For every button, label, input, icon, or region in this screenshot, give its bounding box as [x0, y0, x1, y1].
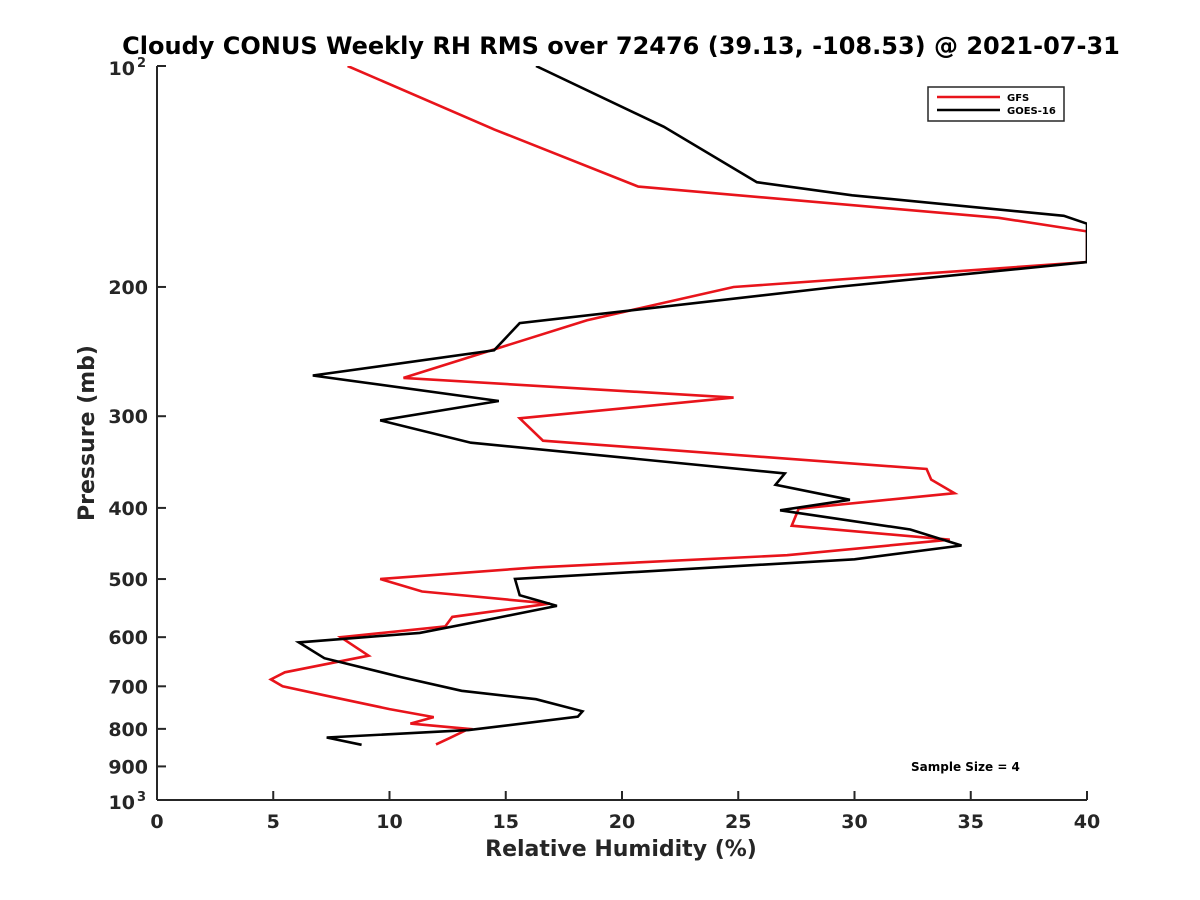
y-tick-label: 700: [108, 676, 148, 698]
y-tick-label-power: 10: [109, 792, 135, 814]
y-axis-label: Pressure (mb): [75, 345, 100, 521]
x-tick-label: 20: [609, 811, 635, 833]
y-tick-label-exponent: 3: [137, 790, 146, 805]
legend-box: [927, 86, 1065, 122]
x-tick-label: 25: [725, 811, 751, 833]
series-layer: [268, 66, 1087, 747]
series-line-gfs: [268, 66, 1087, 746]
y-tick-label: 400: [108, 498, 148, 520]
x-tick-label: 15: [493, 811, 519, 833]
y-tick-label: 500: [108, 569, 148, 591]
y-tick-label: 300: [108, 406, 148, 428]
x-tick-label: 30: [841, 811, 867, 833]
legend-label: GFS: [1007, 93, 1029, 104]
x-tick-label: 0: [150, 811, 163, 833]
x-tick-label: 40: [1074, 811, 1100, 833]
y-tick-label: 900: [108, 756, 148, 778]
legend: GFS GOES-16: [927, 86, 1065, 122]
x-axis-label: Relative Humidity (%): [485, 837, 757, 862]
x-tick-label: 35: [958, 811, 984, 833]
x-tick-label: 10: [376, 811, 402, 833]
y-tick-label: 600: [108, 627, 148, 649]
y-tick-label-exponent: 2: [137, 56, 146, 71]
chart-title: Cloudy CONUS Weekly RH RMS over 72476 (3…: [122, 32, 1120, 60]
legend-label: GOES-16: [1007, 106, 1056, 117]
sample-size-annotation: Sample Size = 4: [911, 760, 1020, 774]
series-line-goes-16: [294, 66, 1087, 747]
x-tick-label: 5: [267, 811, 280, 833]
y-tick-label: 800: [108, 719, 148, 741]
y-tick-label-power: 10: [109, 58, 135, 80]
y-tick-label: 200: [108, 277, 148, 299]
x-ticks: 0 5 10 15 20 25 30 35 40: [150, 791, 1100, 833]
